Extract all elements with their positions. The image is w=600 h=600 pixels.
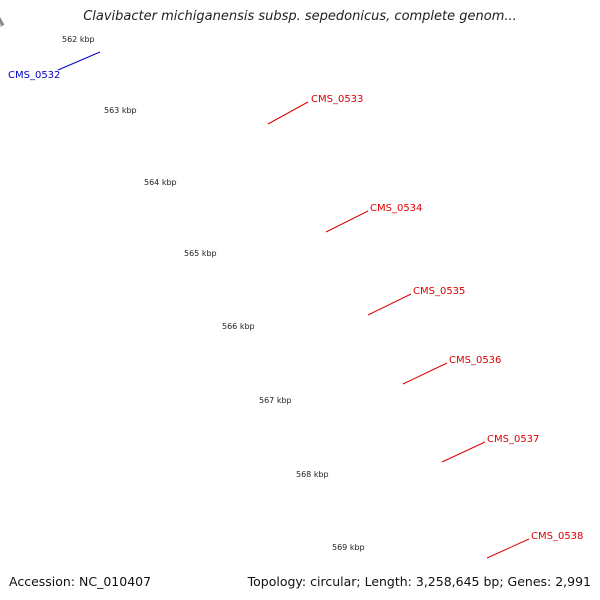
gene-label-cms-0536[interactable]: CMS_0536 <box>449 355 501 366</box>
map-title: Clavibacter michiganensis subsp. sepedon… <box>83 9 517 24</box>
gene-label-leader <box>267 101 309 125</box>
scale-label: 569 kbp <box>332 543 365 552</box>
scale-label: 566 kbp <box>222 322 255 331</box>
scale-label: 563 kbp <box>104 106 137 115</box>
gene-label-leader <box>402 362 448 385</box>
gene-label-cms-0538[interactable]: CMS_0538 <box>531 531 583 542</box>
gene-label-cms-0537[interactable]: CMS_0537 <box>487 434 539 445</box>
scale-label: 565 kbp <box>184 249 217 258</box>
gene-label-cms-0534[interactable]: CMS_0534 <box>370 203 422 214</box>
scale-label: 562 kbp <box>62 35 95 44</box>
gene-label-cms-0532[interactable]: CMS_0532 <box>8 70 60 81</box>
gene-label-leader <box>325 210 369 233</box>
gene-label-leader <box>367 293 412 316</box>
scale-label: 567 kbp <box>259 396 292 405</box>
scale-label: 564 kbp <box>144 178 177 187</box>
gene-label-cms-0533[interactable]: CMS_0533 <box>311 94 363 105</box>
scale-label: 568 kbp <box>296 470 329 479</box>
title-backdrop <box>60 0 540 32</box>
gene-label-leader <box>57 51 101 71</box>
accession-text: Accession: NC_010407 <box>9 574 152 589</box>
gene-label-leader <box>486 538 530 559</box>
genome-summary-text: Topology: circular; Length: 3,258,645 bp… <box>247 574 591 589</box>
map-labels: 562 kbp 563 kbp 564 kbp 565 kbp 566 kbp 567 k… <box>8 35 583 552</box>
gene-label-cms-0535[interactable]: CMS_0535 <box>413 286 465 297</box>
label-leaders <box>57 51 530 559</box>
gene-label-leader <box>441 441 486 463</box>
